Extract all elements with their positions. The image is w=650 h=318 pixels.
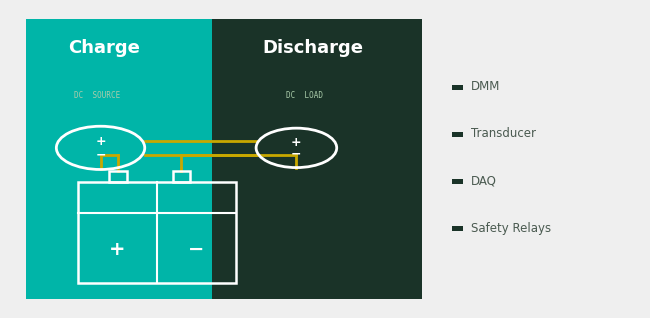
Text: DMM: DMM	[471, 80, 500, 93]
Text: Charge: Charge	[68, 39, 140, 57]
Text: DC  LOAD: DC LOAD	[286, 91, 323, 100]
Text: −: −	[96, 148, 106, 161]
Text: DAQ: DAQ	[471, 175, 497, 187]
Text: Transducer: Transducer	[471, 128, 536, 140]
Bar	[213, 19, 422, 299]
Bar	[77, 182, 236, 283]
Bar	[173, 171, 190, 182]
Bar	[109, 171, 127, 182]
Text: −: −	[291, 147, 302, 160]
Bar	[452, 179, 463, 184]
Text: −: −	[188, 240, 205, 259]
Text: +: +	[291, 136, 302, 149]
Bar	[452, 226, 463, 231]
Text: +: +	[109, 240, 125, 259]
Text: DC  SOURCE: DC SOURCE	[73, 91, 120, 100]
Text: +: +	[96, 135, 106, 148]
Text: Safety Relays: Safety Relays	[471, 222, 551, 234]
Text: Discharge: Discharge	[263, 39, 364, 57]
Bar	[452, 132, 463, 137]
Bar	[26, 19, 213, 299]
Bar	[452, 85, 463, 90]
